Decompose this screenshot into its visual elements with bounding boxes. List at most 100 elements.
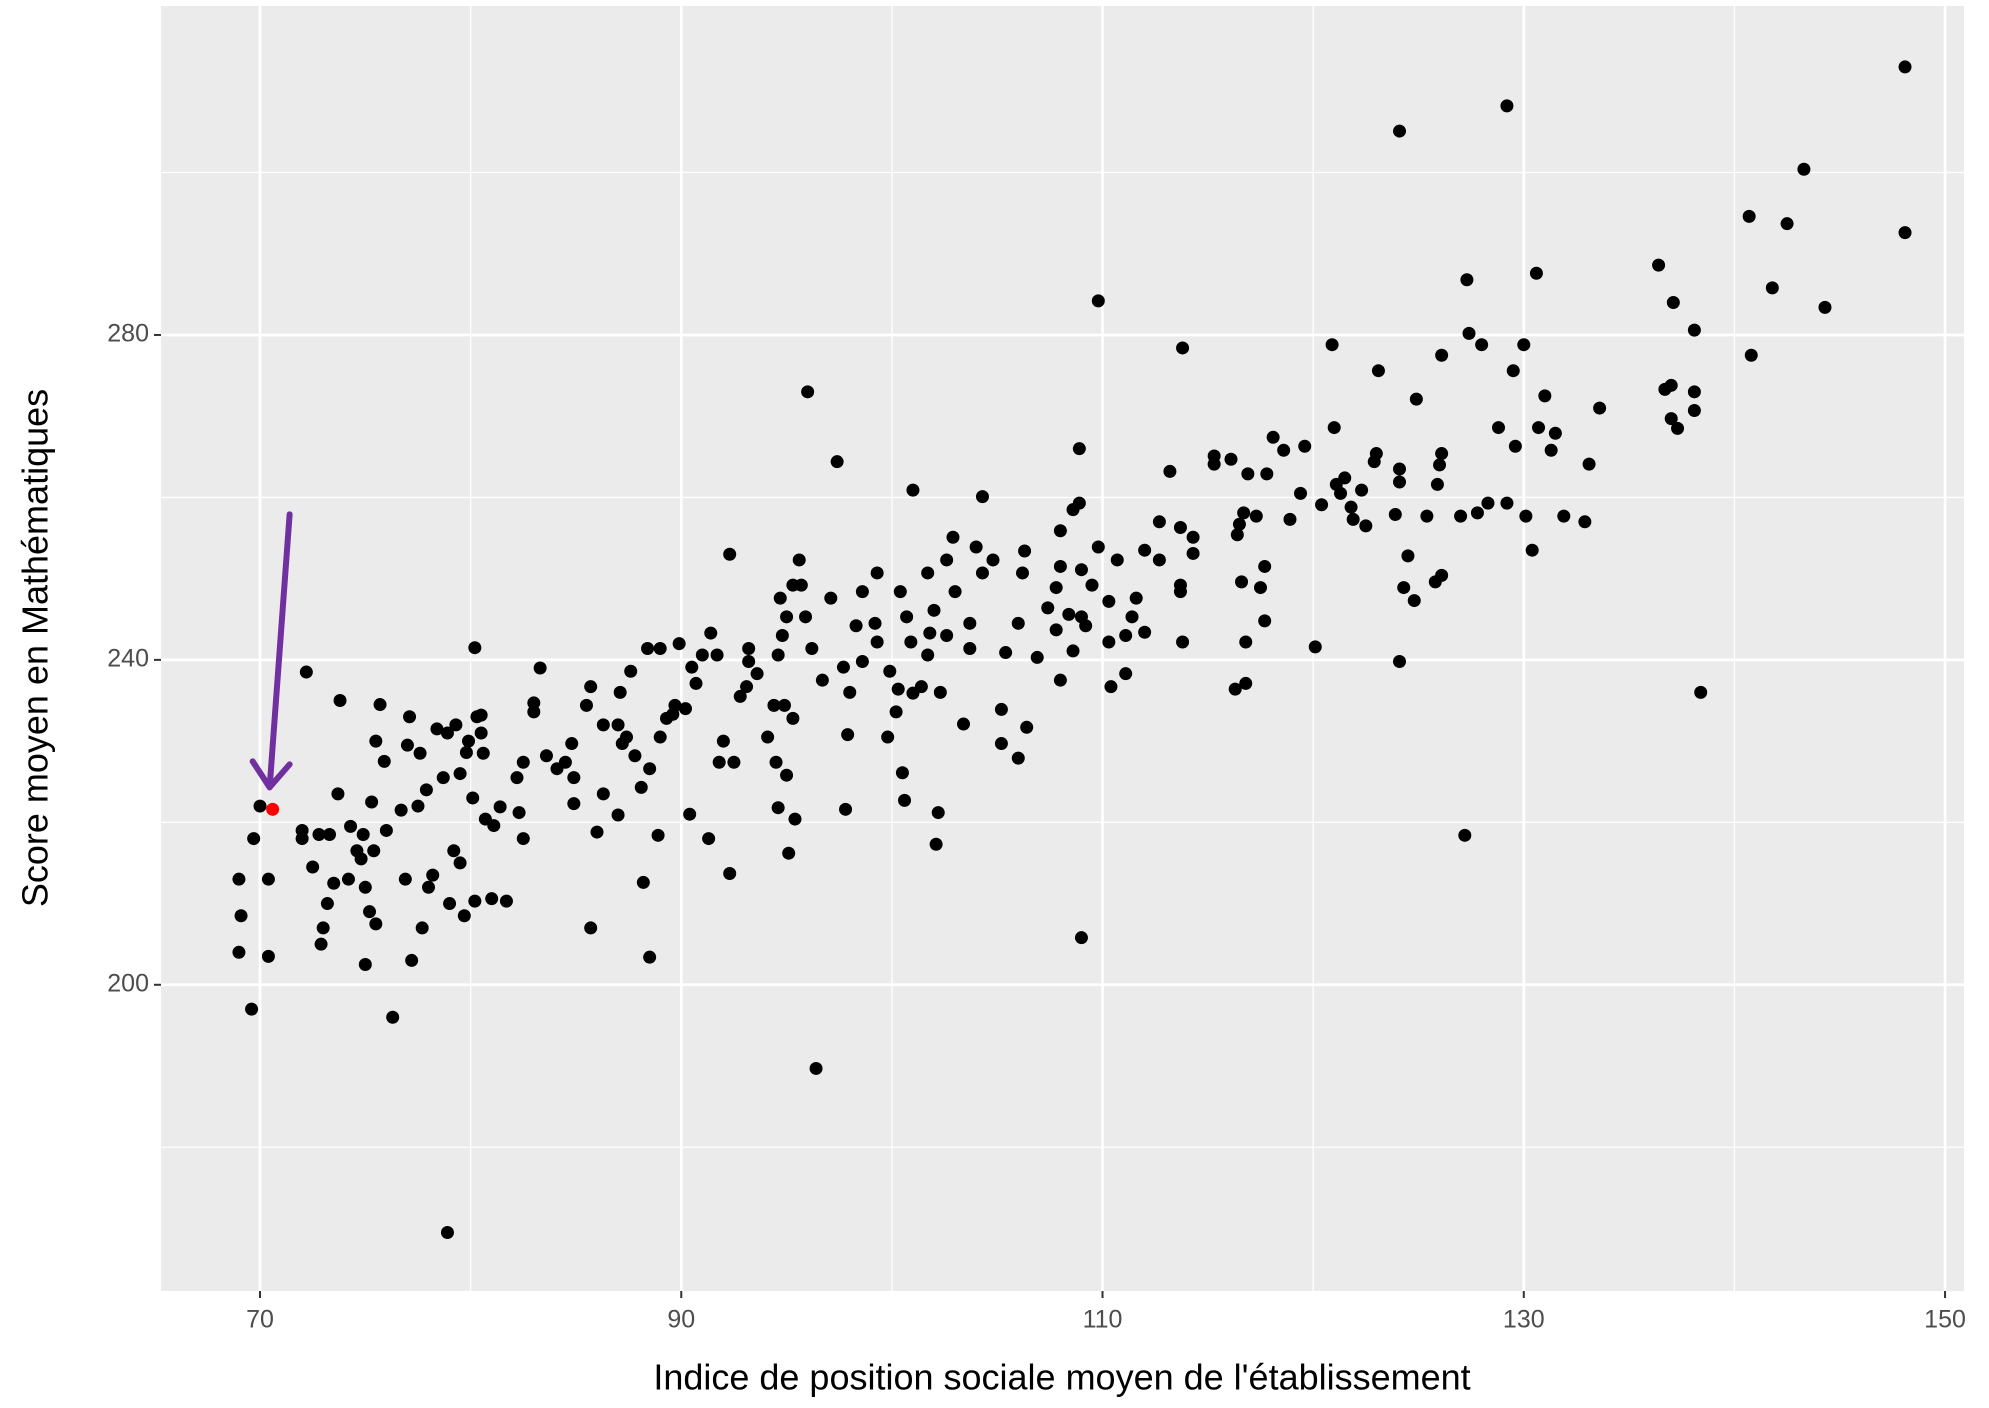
point [940, 553, 954, 567]
point [1388, 507, 1402, 521]
y-axis-title: Score moyen en Mathématiques [15, 389, 56, 907]
point [870, 566, 884, 580]
point [683, 807, 697, 821]
point [1582, 457, 1596, 471]
point [1249, 509, 1263, 523]
point [1104, 680, 1118, 694]
point [1430, 477, 1444, 491]
point [678, 702, 692, 716]
point [957, 717, 971, 731]
point [1460, 273, 1474, 287]
point [415, 921, 429, 935]
point [891, 682, 905, 696]
point [1435, 348, 1449, 362]
point [742, 654, 756, 668]
point [999, 646, 1013, 660]
plot-panel [161, 6, 1964, 1291]
point [704, 626, 718, 640]
point [889, 705, 903, 719]
point [900, 610, 914, 624]
point [358, 957, 372, 971]
point [400, 738, 414, 752]
point [1015, 566, 1029, 580]
point [727, 755, 741, 769]
point [1066, 503, 1080, 517]
point [443, 897, 457, 911]
point [1011, 751, 1025, 765]
point [792, 553, 806, 567]
point [365, 795, 379, 809]
point [1458, 828, 1472, 842]
point [466, 791, 480, 805]
point [613, 685, 627, 699]
point [849, 619, 863, 633]
point [906, 686, 920, 700]
point [516, 832, 530, 846]
point [767, 698, 781, 712]
point [1074, 610, 1088, 624]
point [723, 547, 737, 561]
point [1228, 682, 1242, 696]
point [1119, 629, 1133, 643]
point [1462, 326, 1476, 340]
point [975, 566, 989, 580]
point [499, 894, 513, 908]
point [1557, 509, 1571, 523]
point [1435, 447, 1449, 461]
point [377, 754, 391, 768]
point [824, 591, 838, 605]
point [702, 832, 716, 846]
point [369, 734, 383, 748]
point [1062, 607, 1076, 621]
point [1797, 162, 1811, 176]
point [1237, 506, 1251, 520]
point [870, 635, 884, 649]
point [771, 648, 785, 662]
point [413, 746, 427, 760]
point [567, 797, 581, 811]
point [906, 483, 920, 497]
point [1742, 209, 1756, 223]
point [447, 844, 461, 858]
point [636, 875, 650, 889]
point [1500, 496, 1514, 510]
point [1532, 421, 1546, 435]
point [786, 578, 800, 592]
point [358, 880, 372, 894]
point [312, 828, 326, 842]
point [780, 768, 794, 782]
point [527, 696, 541, 710]
y-tick-label: 200 [107, 969, 149, 997]
point [615, 737, 629, 751]
point [379, 823, 393, 837]
point [1091, 540, 1105, 554]
arrow-shaft [266, 511, 293, 791]
point [733, 689, 747, 703]
point [653, 642, 667, 655]
point [1454, 509, 1468, 523]
point [1393, 462, 1407, 476]
point [459, 745, 473, 759]
point [815, 673, 829, 687]
point [468, 641, 482, 655]
point [245, 1002, 259, 1016]
point [1253, 581, 1267, 595]
point [344, 819, 358, 833]
point [1129, 591, 1143, 605]
x-tick-label: 90 [667, 1306, 695, 1334]
point [596, 718, 610, 732]
point [1053, 673, 1067, 687]
point [1224, 452, 1238, 466]
point [1508, 439, 1522, 453]
point [769, 755, 783, 769]
point [1294, 486, 1308, 500]
point [1011, 616, 1025, 630]
point [893, 585, 907, 599]
point [986, 553, 1000, 567]
point [527, 705, 541, 719]
point [805, 642, 819, 655]
point [895, 766, 909, 780]
x-axis-title: Indice de position sociale moyen de l'ét… [653, 1357, 1470, 1398]
point [723, 866, 737, 880]
point [1066, 644, 1080, 658]
